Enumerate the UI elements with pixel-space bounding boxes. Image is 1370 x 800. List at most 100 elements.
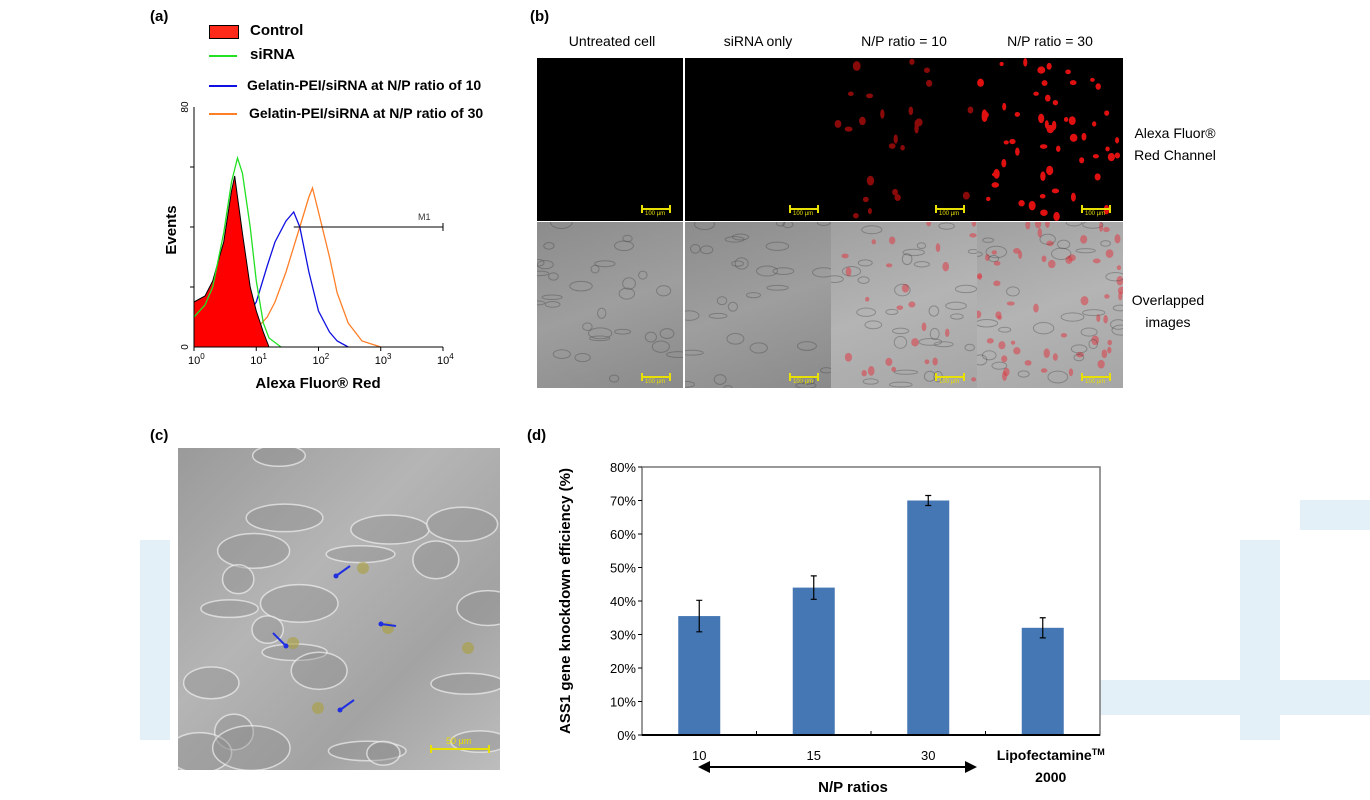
cell-fluorescence xyxy=(894,194,901,201)
cell-outline xyxy=(1109,319,1123,330)
cell-fluorescence xyxy=(967,106,974,114)
cell-fluorescence xyxy=(1041,80,1048,86)
cell-fluorescence xyxy=(844,126,853,132)
cell-outline xyxy=(614,240,634,252)
cell-fluorescence xyxy=(1080,235,1088,244)
cell-fluorescence xyxy=(932,357,938,366)
cell-fluorescence xyxy=(1090,77,1095,82)
cell-outline xyxy=(638,270,648,280)
cell-fluorescence xyxy=(1092,258,1101,264)
cell xyxy=(213,713,255,751)
cell-fluorescence xyxy=(1065,69,1071,75)
cell-outline xyxy=(1105,271,1123,282)
cell-fluorescence xyxy=(892,188,898,196)
cell-fluorescence xyxy=(1010,340,1016,345)
cell-fluorescence xyxy=(880,109,885,119)
cell-fluorescence xyxy=(911,338,919,347)
cell-fluorescence xyxy=(1103,314,1108,324)
cell-outline xyxy=(977,319,999,328)
cell-fluorescence xyxy=(1040,368,1048,373)
histogram-series-0 xyxy=(193,175,270,348)
cell-fluorescence xyxy=(1080,296,1089,306)
cell-fluorescence xyxy=(925,79,933,87)
cell-fluorescence xyxy=(1097,359,1105,369)
cell-outline xyxy=(812,267,831,278)
y-tick-label: 60% xyxy=(610,527,636,542)
cell-outline xyxy=(590,264,600,274)
x-tick-label: 103 xyxy=(375,352,392,367)
cell-fluorescence xyxy=(1013,347,1021,355)
bar-Lipofectamine™ 2000 xyxy=(1021,627,1064,735)
cell-outline xyxy=(1006,286,1020,297)
label-sup: TM xyxy=(1092,747,1105,757)
cell xyxy=(200,599,259,619)
cell xyxy=(350,514,430,545)
cell-outline xyxy=(651,340,670,353)
legend-label-np10: Gelatin-PEI/siRNA at N/P ratio of 10 xyxy=(247,77,482,93)
legend-label-control: Control xyxy=(250,22,304,39)
cell-fluorescence xyxy=(993,168,1000,179)
cell-outline xyxy=(537,258,545,267)
cell-fluorescence xyxy=(945,328,950,337)
cell-fluorescence xyxy=(1101,349,1108,359)
legend-swatch-control xyxy=(209,25,239,39)
cell-outline xyxy=(765,241,790,251)
bar-30 xyxy=(907,500,950,735)
cell-fluorescence xyxy=(991,182,1000,188)
cell-outline xyxy=(694,222,715,231)
cell-overlay xyxy=(178,448,500,770)
y-tick-label: 20% xyxy=(610,661,636,676)
cell-fluorescence xyxy=(862,196,869,203)
cell-outline xyxy=(902,248,925,257)
cell-outline xyxy=(977,354,988,366)
x-tick-label-line2: 2000 xyxy=(1035,769,1066,785)
cell-fluorescence xyxy=(1039,144,1048,149)
cell-fluorescence xyxy=(1116,265,1122,271)
cell-fluorescence xyxy=(1003,140,1009,145)
cell-fluorescence xyxy=(1103,226,1110,233)
legend-label-np30: Gelatin-PEI/siRNA at N/P ratio of 30 xyxy=(249,105,484,121)
cell-outline xyxy=(894,283,911,297)
cell-outline xyxy=(569,280,593,292)
cell-fluorescence xyxy=(861,369,867,377)
row-label-line: Red Channel xyxy=(1134,147,1216,163)
cell-outline xyxy=(574,353,591,363)
scale-bar-label: 100 µm xyxy=(645,211,666,217)
cell-fluorescence xyxy=(1040,171,1046,182)
cell-fluorescence xyxy=(997,315,1002,320)
cell-outline xyxy=(1039,233,1056,245)
cell xyxy=(245,503,324,533)
x-tick-label: 30 xyxy=(921,748,935,763)
cell-fluorescence xyxy=(1037,66,1046,74)
red-channel-image-3: 100 µm xyxy=(831,58,977,221)
cell-fluorescence xyxy=(1069,80,1077,86)
error-bar xyxy=(925,494,932,507)
cell xyxy=(182,666,240,700)
cell-outline xyxy=(685,349,704,356)
arrow-icon xyxy=(380,623,397,627)
cell-fluorescence xyxy=(969,233,977,238)
cell-fluorescence xyxy=(1046,165,1054,176)
cell-outline xyxy=(816,222,831,227)
cell-outline xyxy=(1070,344,1088,354)
cell-outline xyxy=(1075,248,1096,254)
cell-fluorescence xyxy=(1091,335,1099,346)
cell-outline xyxy=(766,284,789,291)
cell-fluorescence xyxy=(901,283,910,293)
cell-outline xyxy=(666,351,683,358)
cell-outline xyxy=(885,308,899,316)
sirna-signal xyxy=(462,642,474,654)
column-header-np10: N/P ratio = 10 xyxy=(861,33,947,49)
sirna-signal xyxy=(312,702,324,714)
cell-fluorescence xyxy=(891,366,897,372)
cell-outline xyxy=(1032,321,1055,335)
cell-fluorescence xyxy=(871,239,877,245)
cell-fluorescence xyxy=(885,263,893,268)
cell-outline xyxy=(820,367,831,374)
cell-fluorescence xyxy=(1041,255,1047,263)
row-label-red-channel: Alexa Fluor® Red Channel xyxy=(1120,122,1230,166)
cell-outline xyxy=(685,380,696,388)
scale-bar-label: 100 µm xyxy=(1085,379,1106,385)
y-tick-label: 40% xyxy=(610,594,636,609)
cell-outline xyxy=(981,350,997,361)
